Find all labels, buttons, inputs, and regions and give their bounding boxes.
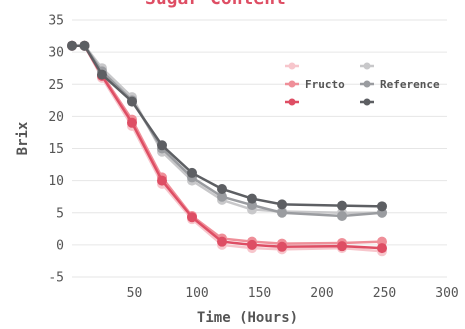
data-point: [157, 140, 167, 151]
data-point: [337, 241, 347, 252]
series-line: [72, 44, 383, 245]
y-tick-label: 20: [48, 110, 64, 125]
y-tick-label: 30: [48, 46, 64, 61]
data-point: [217, 191, 227, 202]
y-tick-label: -5: [48, 271, 64, 286]
data-point: [187, 212, 197, 223]
legend-item: Fructo: [285, 78, 345, 91]
x-axis-title: Time (Hours): [197, 310, 298, 326]
data-point: [377, 201, 387, 212]
data-point: [217, 183, 227, 194]
series-4: [67, 40, 387, 221]
chart-title: Sugar Content: [145, 0, 286, 9]
tick-labels: -5 0 5 10 15 20 25 30 35 50 100 150 200 250 300: [48, 14, 458, 302]
legend: Fructo Reference: [285, 62, 440, 106]
data-point: [377, 243, 387, 254]
legend-label: Fructo: [305, 78, 345, 91]
y-tick-label: 35: [48, 14, 64, 29]
data-point: [157, 175, 167, 186]
data-point: [247, 239, 257, 250]
data-point: [277, 199, 287, 210]
data-point: [67, 40, 77, 51]
legend-item: [360, 98, 374, 106]
x-tick-label: 50: [127, 286, 143, 301]
x-tick-label: 100: [185, 286, 208, 301]
data-point: [247, 193, 257, 204]
series-5: [67, 40, 387, 212]
data-point: [127, 96, 137, 107]
legend-swatch-marker: [363, 62, 371, 70]
y-tick-label: 10: [48, 174, 64, 189]
x-tick-label: 250: [373, 286, 396, 301]
legend-label: Reference: [380, 78, 440, 91]
legend-swatch-marker: [288, 98, 296, 106]
y-tick-label: 5: [56, 206, 64, 221]
legend-swatch-marker: [288, 80, 296, 88]
x-tick-label: 150: [248, 286, 271, 301]
data-point: [79, 40, 90, 51]
legend-swatch-marker: [363, 80, 371, 88]
series-line: [72, 44, 383, 250]
y-tick-label: 25: [48, 78, 64, 93]
legend-swatch-marker: [363, 98, 371, 106]
legend-item: [285, 62, 299, 70]
legend-item: [360, 62, 374, 70]
legend-item: [285, 98, 299, 106]
y-tick-label: 0: [56, 238, 64, 253]
x-tick-label: 300: [435, 286, 458, 301]
grid-lines: [72, 19, 447, 278]
series-line: [72, 44, 383, 208]
data-point: [127, 117, 137, 128]
data-point: [217, 236, 227, 247]
legend-swatch-marker: [288, 62, 296, 70]
data-point: [277, 241, 287, 252]
x-tick-label: 200: [310, 286, 333, 301]
data-point: [97, 69, 107, 80]
data-point: [187, 167, 197, 178]
y-tick-label: 15: [48, 142, 64, 157]
series-2: [67, 40, 387, 254]
data-point: [277, 207, 287, 218]
legend-item: Reference: [360, 78, 440, 91]
data-point: [337, 200, 347, 211]
series-line: [72, 44, 382, 214]
series-layer: [67, 40, 387, 257]
y-axis-title: Brix: [15, 121, 31, 155]
data-point: [337, 210, 347, 221]
